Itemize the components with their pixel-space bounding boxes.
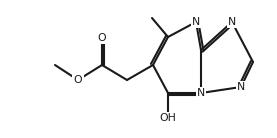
Text: O: O [74, 75, 82, 85]
Text: N: N [192, 17, 200, 27]
Text: N: N [228, 17, 236, 27]
Text: N: N [197, 88, 205, 98]
Text: OH: OH [160, 113, 176, 123]
Text: N: N [237, 82, 245, 92]
Text: O: O [98, 33, 106, 43]
